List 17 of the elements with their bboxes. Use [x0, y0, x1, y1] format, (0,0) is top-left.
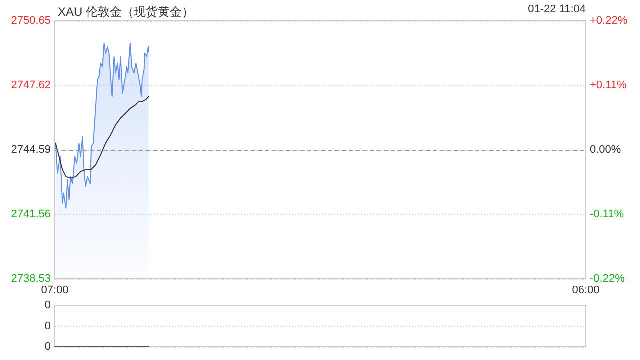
y2-tick-label: +0.11%	[590, 80, 628, 92]
text: 01-22 11:04	[528, 4, 586, 16]
y-tick-label: 2741.56	[11, 208, 51, 220]
x-tick-label: 06:00	[572, 284, 600, 296]
y2-tick-label: -0.22%	[590, 273, 626, 285]
y-tick-label: 2747.62	[11, 80, 51, 92]
x-tick-label: 07:00	[41, 284, 69, 296]
y2-tick-label: +0.22%	[590, 15, 628, 27]
y-tick-label: 2744.59	[11, 144, 51, 156]
y-tick-label: 0	[44, 300, 51, 312]
y2-tick-label: 0.00%	[590, 144, 622, 156]
y-tick-label: 0	[44, 320, 51, 332]
y2-tick-label: -0.11%	[590, 208, 624, 220]
chart-title: XAU 伦敦金（现货黄金）	[58, 5, 194, 19]
y-tick-label: 2750.65	[11, 15, 51, 27]
y-tick-label: 2738.53	[11, 273, 51, 285]
y-tick-label: 0	[44, 341, 51, 353]
